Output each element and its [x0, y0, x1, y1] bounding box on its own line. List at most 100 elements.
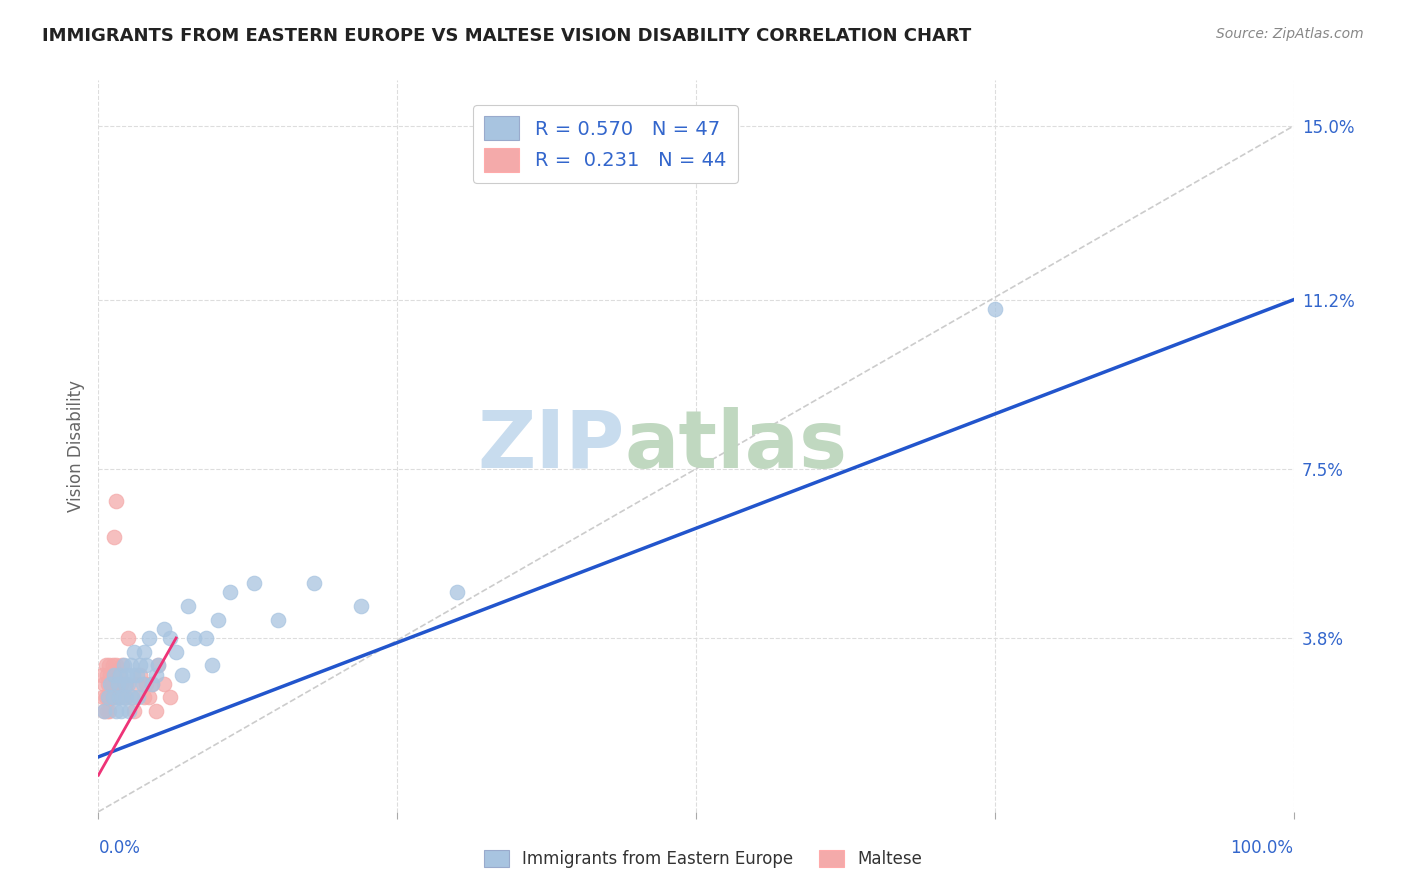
Legend: R = 0.570   N = 47, R =  0.231   N = 44: R = 0.570 N = 47, R = 0.231 N = 44 — [472, 104, 738, 183]
Point — [243, 576, 266, 591]
Point — [107, 676, 129, 690]
Y-axis label: Vision Disability: Vision Disability — [66, 380, 84, 512]
Point — [124, 704, 146, 718]
Point — [984, 301, 1007, 316]
Point — [131, 676, 153, 690]
Point — [97, 690, 120, 705]
Point — [112, 658, 135, 673]
Point — [172, 667, 194, 681]
Point — [148, 658, 170, 673]
Point — [93, 676, 115, 690]
Point — [105, 704, 128, 718]
Point — [105, 494, 128, 508]
Point — [141, 676, 163, 690]
Point — [114, 676, 136, 690]
Legend: Immigrants from Eastern Europe, Maltese: Immigrants from Eastern Europe, Maltese — [478, 843, 928, 875]
Point — [107, 690, 129, 705]
Point — [120, 658, 142, 673]
Point — [125, 667, 148, 681]
Point — [96, 667, 118, 681]
Text: ZIP: ZIP — [477, 407, 624, 485]
Point — [145, 704, 167, 718]
Point — [125, 676, 148, 690]
Text: atlas: atlas — [624, 407, 848, 485]
Point — [207, 613, 229, 627]
Text: 100.0%: 100.0% — [1230, 839, 1294, 857]
Point — [127, 690, 149, 705]
Point — [177, 599, 200, 613]
Point — [98, 667, 122, 681]
Point — [219, 585, 242, 599]
Point — [97, 690, 120, 705]
Point — [94, 658, 117, 673]
Point — [114, 690, 136, 705]
Point — [108, 667, 131, 681]
Point — [159, 690, 181, 705]
Point — [101, 690, 124, 705]
Point — [103, 667, 125, 681]
Point — [183, 631, 205, 645]
Point — [94, 690, 117, 705]
Point — [110, 704, 132, 718]
Point — [104, 690, 127, 705]
Point — [138, 690, 160, 705]
Point — [159, 631, 181, 645]
Point — [107, 690, 129, 705]
Point — [105, 658, 128, 673]
Point — [103, 690, 125, 705]
Point — [117, 676, 139, 690]
Point — [111, 690, 134, 705]
Point — [132, 645, 155, 659]
Point — [115, 676, 138, 690]
Text: IMMIGRANTS FROM EASTERN EUROPE VS MALTESE VISION DISABILITY CORRELATION CHART: IMMIGRANTS FROM EASTERN EUROPE VS MALTES… — [42, 27, 972, 45]
Point — [101, 676, 124, 690]
Point — [122, 667, 145, 681]
Point — [124, 645, 146, 659]
Point — [101, 658, 124, 673]
Point — [129, 667, 152, 681]
Point — [165, 645, 187, 659]
Point — [103, 530, 125, 544]
Point — [148, 658, 170, 673]
Point — [446, 585, 468, 599]
Point — [93, 704, 115, 718]
Point — [135, 658, 157, 673]
Point — [91, 667, 114, 681]
Point — [267, 613, 290, 627]
Point — [110, 676, 132, 690]
Point — [121, 690, 143, 705]
Text: 0.0%: 0.0% — [98, 839, 141, 857]
Point — [141, 676, 163, 690]
Point — [98, 690, 122, 705]
Point — [135, 676, 157, 690]
Point — [145, 667, 167, 681]
Point — [153, 622, 176, 636]
Point — [129, 658, 152, 673]
Point — [96, 704, 118, 718]
Text: Source: ZipAtlas.com: Source: ZipAtlas.com — [1216, 27, 1364, 41]
Point — [98, 704, 121, 718]
Point — [115, 667, 138, 681]
Point — [121, 690, 143, 705]
Point — [153, 676, 176, 690]
Point — [350, 599, 373, 613]
Point — [103, 667, 125, 681]
Point — [98, 676, 122, 690]
Point — [201, 658, 224, 673]
Point — [138, 631, 160, 645]
Point — [107, 676, 129, 690]
Point — [91, 690, 114, 705]
Point — [97, 676, 120, 690]
Point — [115, 690, 138, 705]
Point — [117, 631, 139, 645]
Point — [111, 658, 134, 673]
Point — [302, 576, 325, 591]
Point — [108, 667, 131, 681]
Point — [93, 704, 115, 718]
Point — [118, 704, 141, 718]
Point — [132, 690, 155, 705]
Point — [98, 658, 121, 673]
Point — [195, 631, 218, 645]
Point — [100, 690, 122, 705]
Point — [100, 676, 122, 690]
